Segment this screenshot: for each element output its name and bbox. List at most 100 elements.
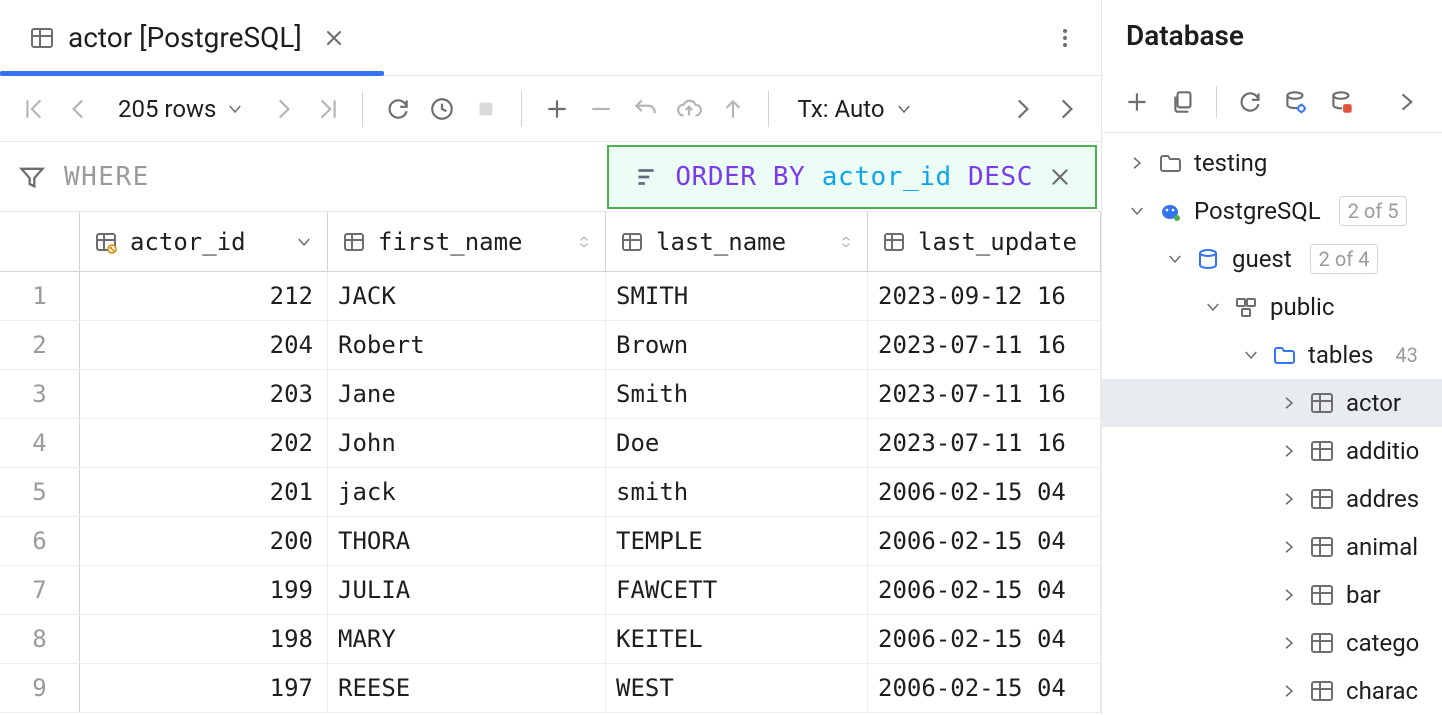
tab-menu-icon[interactable]: [1053, 26, 1077, 50]
tree-node-guest[interactable]: guest 2 of 4: [1102, 235, 1442, 283]
cell-actor-id[interactable]: 204: [80, 321, 328, 369]
cell-last-name[interactable]: Brown: [606, 321, 868, 369]
refresh-icon[interactable]: [385, 96, 411, 122]
row-number: 8: [0, 615, 80, 663]
tree-node-public[interactable]: public: [1102, 283, 1442, 331]
first-page-icon[interactable]: [22, 96, 48, 122]
cell-last-name[interactable]: TEMPLE: [606, 517, 868, 565]
cell-last-update[interactable]: 2023-07-11 16: [868, 370, 1101, 418]
cell-last-name[interactable]: Doe: [606, 419, 868, 467]
cell-first-name[interactable]: John: [328, 419, 606, 467]
tree-node-testing[interactable]: testing: [1102, 139, 1442, 187]
datasource-properties-icon[interactable]: [1282, 89, 1308, 115]
next-page-icon[interactable]: [270, 96, 296, 122]
column-header-first-name[interactable]: first_name: [328, 212, 606, 271]
tree-node-tables[interactable]: tables 43: [1102, 331, 1442, 379]
tree-node-table[interactable]: bar: [1102, 571, 1442, 619]
clear-order-icon[interactable]: [1049, 166, 1071, 188]
cell-first-name[interactable]: THORA: [328, 517, 606, 565]
cell-first-name[interactable]: REESE: [328, 664, 606, 712]
cell-actor-id[interactable]: 198: [80, 615, 328, 663]
table-row[interactable]: 8198MARYKEITEL2006-02-15 04: [0, 615, 1101, 664]
last-page-icon[interactable]: [314, 96, 340, 122]
order-by-filter[interactable]: ORDER BY actor_id DESC: [607, 145, 1097, 209]
cell-last-name[interactable]: WEST: [606, 664, 868, 712]
column-header-last-name[interactable]: last_name: [606, 212, 868, 271]
column-header-last-update[interactable]: last_update: [868, 212, 1101, 271]
sidebar-toolbar: [1102, 71, 1442, 133]
tree-label: actor: [1346, 389, 1401, 417]
table-row[interactable]: 4202JohnDoe2023-07-11 16: [0, 419, 1101, 468]
close-icon[interactable]: [324, 28, 344, 48]
copy-icon[interactable]: [1170, 89, 1196, 115]
cell-actor-id[interactable]: 202: [80, 419, 328, 467]
table-icon: [1310, 391, 1334, 415]
row-number: 3: [0, 370, 80, 418]
table-row[interactable]: 3203JaneSmith2023-07-11 16: [0, 370, 1101, 419]
upload-icon[interactable]: [720, 96, 746, 122]
cell-actor-id[interactable]: 201: [80, 468, 328, 516]
table-row[interactable]: 2204RobertBrown2023-07-11 16: [0, 321, 1101, 370]
revert-icon[interactable]: [632, 96, 658, 122]
cell-last-update[interactable]: 2006-02-15 04: [868, 664, 1101, 712]
tree-node-table[interactable]: addres: [1102, 475, 1442, 523]
cell-last-name[interactable]: FAWCETT: [606, 566, 868, 614]
submit-icon[interactable]: [676, 96, 702, 122]
cell-last-update[interactable]: 2006-02-15 04: [868, 615, 1101, 663]
tree-node-table[interactable]: actor: [1102, 379, 1442, 427]
cell-last-name[interactable]: SMITH: [606, 272, 868, 320]
stop-icon[interactable]: [473, 96, 499, 122]
tree-node-table[interactable]: charac: [1102, 667, 1442, 715]
table-row[interactable]: 9197REESEWEST2006-02-15 04: [0, 664, 1101, 713]
cell-first-name[interactable]: Robert: [328, 321, 606, 369]
cell-last-update[interactable]: 2023-07-11 16: [868, 321, 1101, 369]
cell-last-update[interactable]: 2023-09-12 16: [868, 272, 1101, 320]
expand-right-icon[interactable]: [1053, 96, 1079, 122]
tab-actor[interactable]: actor [PostgreSQL]: [0, 0, 374, 75]
where-filter[interactable]: WHERE: [0, 162, 607, 192]
more-icon[interactable]: [1394, 89, 1420, 115]
cell-first-name[interactable]: JULIA: [328, 566, 606, 614]
tree-node-table[interactable]: catego: [1102, 619, 1442, 667]
cell-first-name[interactable]: jack: [328, 468, 606, 516]
cell-actor-id[interactable]: 212: [80, 272, 328, 320]
cell-actor-id[interactable]: 200: [80, 517, 328, 565]
cell-last-update[interactable]: 2006-02-15 04: [868, 517, 1101, 565]
sort-desc-icon[interactable]: [295, 233, 313, 251]
add-row-icon[interactable]: [544, 96, 570, 122]
cell-last-name[interactable]: KEITEL: [606, 615, 868, 663]
expand-left-icon[interactable]: [1009, 96, 1035, 122]
cell-last-update[interactable]: 2006-02-15 04: [868, 468, 1101, 516]
prev-page-icon[interactable]: [66, 96, 92, 122]
sort-handle-icon[interactable]: [839, 235, 853, 249]
row-count-dropdown[interactable]: 205 rows: [110, 95, 252, 123]
tx-mode-dropdown[interactable]: Tx: Auto: [791, 95, 918, 123]
row-count-label: 205 rows: [118, 95, 216, 123]
cell-first-name[interactable]: MARY: [328, 615, 606, 663]
cell-last-update[interactable]: 2023-07-11 16: [868, 419, 1101, 467]
tree-node-table[interactable]: additio: [1102, 427, 1442, 475]
tree-node-postgresql[interactable]: PostgreSQL 2 of 5: [1102, 187, 1442, 235]
cell-last-update[interactable]: 2006-02-15 04: [868, 566, 1101, 614]
sort-handle-icon[interactable]: [577, 235, 591, 249]
table-row[interactable]: 7199JULIAFAWCETT2006-02-15 04: [0, 566, 1101, 615]
column-header-actor-id[interactable]: actor_id: [80, 212, 328, 271]
delete-row-icon[interactable]: [588, 96, 614, 122]
cell-first-name[interactable]: JACK: [328, 272, 606, 320]
new-icon[interactable]: [1124, 89, 1150, 115]
table-icon: [1310, 583, 1334, 607]
cell-actor-id[interactable]: 203: [80, 370, 328, 418]
cell-first-name[interactable]: Jane: [328, 370, 606, 418]
cell-last-name[interactable]: smith: [606, 468, 868, 516]
refresh-icon[interactable]: [1237, 89, 1263, 115]
stop-datasource-icon[interactable]: [1328, 89, 1354, 115]
tree-node-table[interactable]: animal: [1102, 523, 1442, 571]
cell-actor-id[interactable]: 199: [80, 566, 328, 614]
table-row[interactable]: 5201jacksmith2006-02-15 04: [0, 468, 1101, 517]
table-row[interactable]: 1212JACKSMITH2023-09-12 16: [0, 272, 1101, 321]
cell-last-name[interactable]: Smith: [606, 370, 868, 418]
clock-icon[interactable]: [429, 96, 455, 122]
table-row[interactable]: 6200THORATEMPLE2006-02-15 04: [0, 517, 1101, 566]
cell-actor-id[interactable]: 197: [80, 664, 328, 712]
data-toolbar: 205 rows Tx: Auto: [0, 76, 1101, 142]
